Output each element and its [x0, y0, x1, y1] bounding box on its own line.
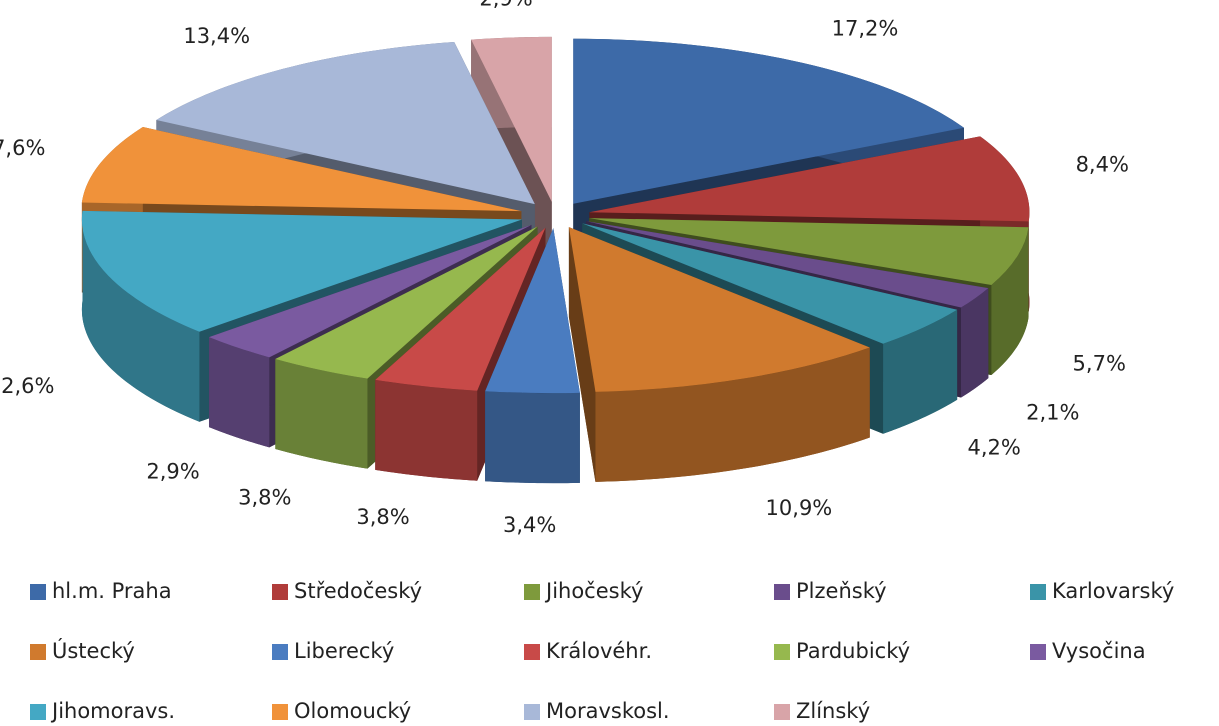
slice — [81, 210, 522, 332]
legend-swatch — [524, 644, 540, 660]
slice — [573, 38, 964, 204]
legend-label: Ústecký — [52, 638, 135, 663]
data-label: 7,6% — [0, 136, 45, 160]
slice-wall — [485, 391, 580, 484]
legend-swatch — [774, 704, 790, 720]
legend-swatch — [272, 584, 288, 600]
legend-swatch — [524, 584, 540, 600]
data-label: 17,2% — [832, 17, 899, 41]
legend-label: Karlovarský — [1052, 579, 1174, 603]
slice-wall — [991, 227, 1029, 376]
legend-swatch — [524, 704, 540, 720]
slice — [485, 228, 580, 394]
slice — [589, 136, 1030, 222]
legend-label: Olomoucký — [294, 699, 411, 723]
data-label: 2,9% — [146, 459, 199, 483]
slice — [81, 127, 522, 212]
legend-swatch — [1030, 644, 1046, 660]
legend-label: Vysočina — [1052, 639, 1146, 663]
legend-swatch — [1030, 584, 1046, 600]
data-label: 10,9% — [766, 496, 833, 520]
legend-label: Pardubický — [796, 639, 910, 663]
legend-label: hl.m. Praha — [52, 579, 172, 603]
legend-label: Jihočeský — [544, 579, 643, 603]
slice — [156, 41, 535, 205]
legend-label: Středočeský — [294, 579, 422, 603]
slice — [471, 36, 552, 202]
slice-wall — [275, 358, 368, 469]
data-label: 3,4% — [503, 513, 556, 537]
slice — [275, 226, 538, 379]
legend-label: Královéhr. — [546, 639, 652, 663]
slice — [586, 221, 989, 308]
legend-swatch — [30, 704, 46, 720]
slice-wall — [375, 379, 478, 481]
legend-label: Moravskosl. — [546, 699, 670, 723]
data-label: 2,1% — [1026, 400, 1079, 424]
data-label: 4,2% — [967, 436, 1020, 460]
data-label: 3,8% — [238, 486, 291, 510]
legend-swatch — [272, 644, 288, 660]
data-label: 12,6% — [0, 374, 54, 398]
legend-label: Liberecký — [294, 639, 394, 663]
legend-label: Zlínský — [796, 699, 870, 723]
slice — [568, 227, 870, 392]
legend-label: Jihomoravs. — [50, 699, 175, 723]
data-label: 5,7% — [1073, 352, 1126, 376]
slice — [589, 218, 1029, 286]
data-label: 3,8% — [356, 505, 409, 529]
slice-wall — [883, 309, 958, 434]
legend-swatch — [30, 584, 46, 600]
legend-swatch — [272, 704, 288, 720]
legend-swatch — [30, 644, 46, 660]
slice — [208, 224, 532, 358]
slice — [582, 223, 958, 344]
slice-wall — [961, 288, 989, 398]
slice-wall — [208, 337, 270, 448]
slice — [375, 227, 546, 391]
data-label: 13,4% — [183, 24, 250, 48]
legend-label: Plzeňský — [796, 579, 887, 603]
data-label: 8,4% — [1076, 153, 1129, 177]
slice-wall — [595, 347, 870, 482]
legend-swatch — [774, 644, 790, 660]
legend-swatch — [774, 584, 790, 600]
slice-side — [568, 227, 596, 482]
slice-wall — [81, 210, 200, 422]
data-label: 2,9% — [479, 0, 532, 11]
